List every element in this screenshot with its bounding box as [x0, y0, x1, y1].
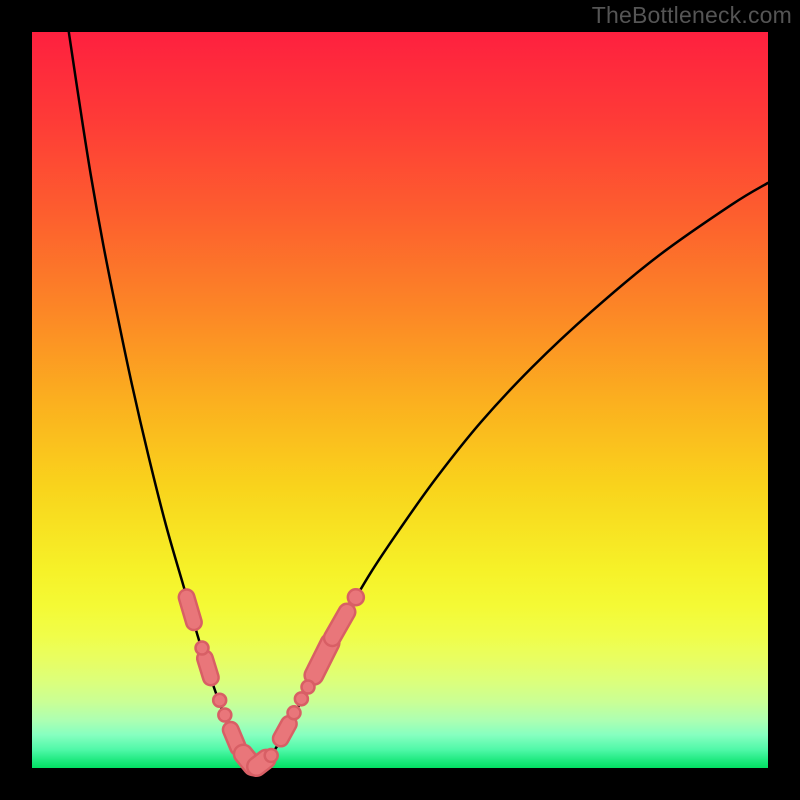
- bottleneck-chart: [0, 0, 800, 800]
- chart-gradient-background: [32, 32, 768, 768]
